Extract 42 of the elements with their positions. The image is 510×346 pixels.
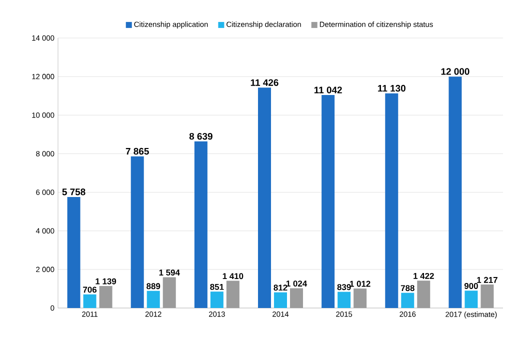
data-label: 812 bbox=[274, 284, 288, 291]
data-label: 1 410 bbox=[222, 273, 244, 280]
data-label: 900 bbox=[464, 282, 478, 289]
data-label: 706 bbox=[83, 286, 97, 293]
data-label: 12 000 bbox=[441, 68, 470, 75]
data-label: 1 012 bbox=[350, 280, 370, 287]
bar bbox=[258, 88, 271, 308]
data-label: 11 130 bbox=[378, 84, 406, 92]
bar bbox=[194, 141, 208, 308]
data-label: 1 217 bbox=[477, 276, 498, 283]
bar bbox=[210, 292, 224, 308]
bar bbox=[162, 277, 176, 308]
bar bbox=[322, 95, 335, 308]
bar bbox=[130, 156, 144, 308]
bar bbox=[99, 286, 112, 308]
data-label: 851 bbox=[210, 284, 224, 290]
data-label: 1 422 bbox=[414, 272, 434, 279]
data-label: 11 426 bbox=[250, 79, 278, 86]
bar bbox=[146, 290, 160, 308]
data-label: 1 024 bbox=[286, 280, 308, 287]
bar bbox=[480, 284, 494, 308]
data-label: 11 042 bbox=[314, 86, 342, 94]
bar bbox=[464, 290, 478, 308]
data-label: 889 bbox=[146, 283, 160, 290]
bar bbox=[274, 292, 287, 308]
data-label: 839 bbox=[337, 284, 351, 290]
bar bbox=[401, 292, 414, 308]
data-label: 1 594 bbox=[159, 270, 180, 276]
bar bbox=[354, 288, 367, 308]
bar bbox=[67, 196, 80, 308]
data-label: 7 865 bbox=[126, 148, 149, 155]
bar bbox=[290, 288, 303, 308]
bar bbox=[385, 93, 398, 308]
data-label: 788 bbox=[400, 285, 414, 292]
data-label: 5 758 bbox=[62, 188, 86, 196]
data-label: 1 139 bbox=[96, 278, 116, 284]
bar bbox=[338, 292, 351, 308]
bar bbox=[83, 294, 96, 308]
data-label: 8 639 bbox=[189, 132, 212, 140]
bar bbox=[226, 280, 240, 308]
bar bbox=[417, 280, 430, 308]
bar bbox=[448, 76, 462, 308]
